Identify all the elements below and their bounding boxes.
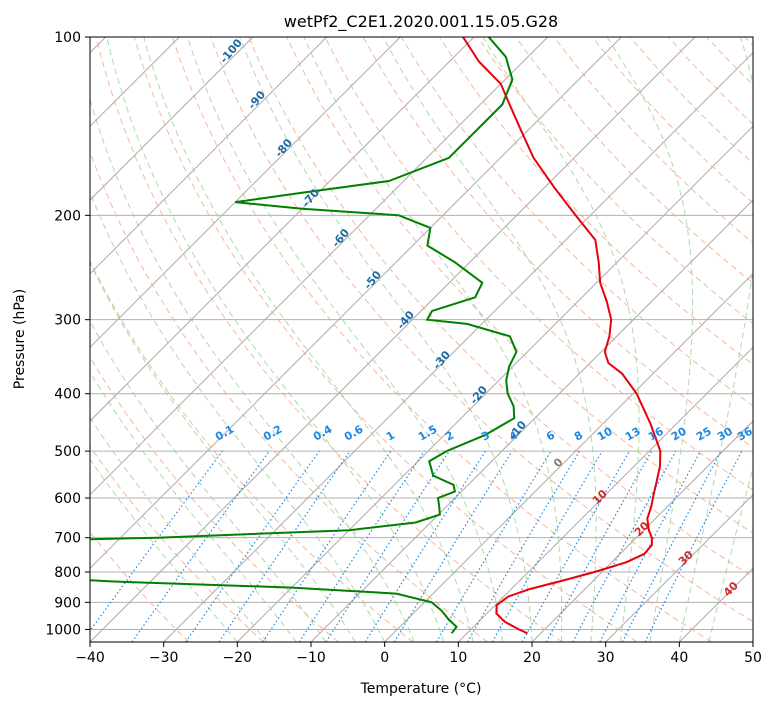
y-tick-label: 600 [54,491,81,507]
x-tick-label: 30 [597,650,615,666]
y-tick-label: 100 [54,30,81,46]
x-tick-label: −20 [223,650,253,666]
x-tick-label: −40 [75,650,105,666]
x-tick-label: 50 [744,650,762,666]
y-tick-label: 300 [54,313,81,329]
x-tick-label: −10 [296,650,326,666]
x-axis-label: Temperature (°C) [360,681,482,697]
chart-title: wetPf2_C2E1.2020.001.15.05.G28 [284,12,558,32]
y-tick-label: 400 [54,387,81,403]
y-tick-label: 500 [54,444,81,460]
y-axis-label: Pressure (hPa) [12,289,28,389]
y-tick-label: 800 [54,565,81,581]
x-tick-label: 10 [449,650,467,666]
y-tick-label: 1000 [45,622,81,638]
y-tick-label: 900 [54,595,81,611]
x-tick-label: 40 [670,650,688,666]
x-tick-label: −30 [149,650,179,666]
x-tick-label: 20 [523,650,541,666]
x-tick-label: 0 [380,650,389,666]
y-tick-label: 200 [54,208,81,224]
y-tick-label: 700 [54,531,81,547]
